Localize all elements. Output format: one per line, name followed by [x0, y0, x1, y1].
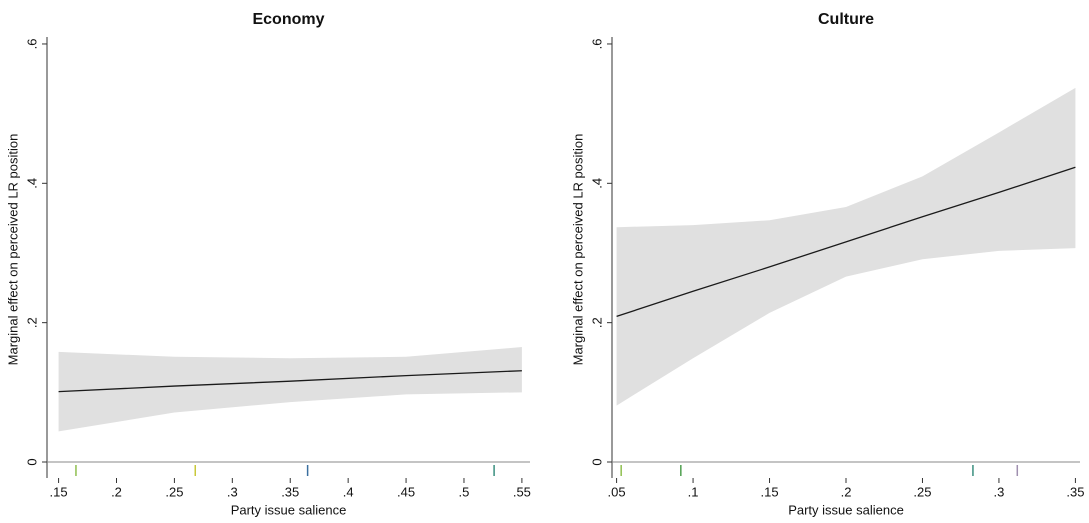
x-tick-label: .25	[165, 484, 183, 499]
y-tick-label: 0	[589, 458, 604, 465]
line	[616, 166, 1076, 318]
y-tick-label: .6	[589, 39, 604, 50]
x-tick-label: .45	[397, 484, 415, 499]
chart-title: Economy	[252, 11, 324, 28]
y-tick-label: .2	[24, 317, 39, 328]
y-tick-label: 0	[24, 458, 39, 465]
x-tick-label: .3	[227, 484, 238, 499]
x-tick-label: .3	[994, 484, 1005, 499]
x-tick-label: .15	[760, 484, 778, 499]
x-tick-label: .4	[343, 484, 354, 499]
line	[58, 370, 522, 393]
x-tick-label: .35	[1066, 484, 1084, 499]
x-tick-label: .55	[513, 484, 531, 499]
x-tick-label: .1	[688, 484, 699, 499]
y-tick-label: .2	[589, 317, 604, 328]
x-tick-label: .25	[913, 484, 931, 499]
chart-title: Culture	[818, 11, 874, 28]
x-axis-label: Party issue salience	[231, 502, 347, 517]
x-tick-label: .05	[608, 484, 626, 499]
x-tick-label: .35	[281, 484, 299, 499]
y-tick-label: .6	[24, 39, 39, 50]
y-tick-label: .4	[589, 178, 604, 189]
x-axis-label: Party issue salience	[788, 502, 904, 517]
confidence-band	[616, 87, 1076, 406]
x-tick-label: .2	[841, 484, 852, 499]
x-tick-label: .5	[459, 484, 470, 499]
y-axis-label: Marginal effect on perceived LR position	[570, 134, 585, 366]
y-tick-label: .4	[24, 178, 39, 189]
confidence-band	[58, 347, 522, 432]
y-axis-label: Marginal effect on perceived LR position	[5, 134, 20, 366]
x-tick-label: .2	[111, 484, 122, 499]
x-tick-label: .15	[50, 484, 68, 499]
